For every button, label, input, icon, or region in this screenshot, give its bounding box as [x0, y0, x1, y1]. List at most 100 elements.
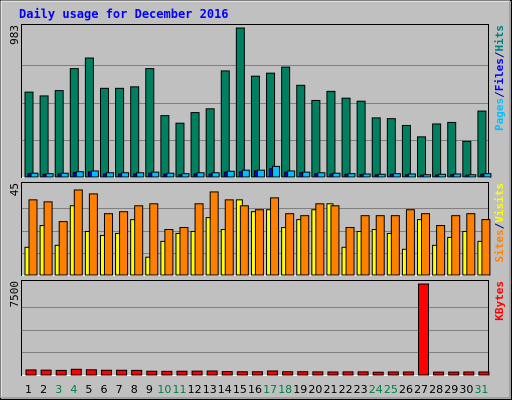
bar-kbytes-day-5 [85, 369, 97, 376]
x-tick-label-21: 21 [323, 383, 337, 396]
bar-sites-day-19 [300, 215, 310, 276]
bar-kbytes-day-14 [221, 371, 233, 376]
bar-kbytes-day-29 [448, 371, 460, 376]
bar-pages-day-27 [423, 174, 432, 178]
x-tick-label-18: 18 [278, 383, 292, 396]
bar-sites-day-22 [345, 227, 355, 276]
bar-sites-day-15 [239, 205, 249, 276]
bar-pages-day-1 [30, 172, 39, 178]
bar-hits-day-2 [39, 95, 49, 178]
bar-kbytes-day-16 [251, 371, 263, 376]
bar-kbytes-day-12 [191, 370, 203, 376]
bar-sites-day-9 [149, 203, 159, 276]
bar-sites-day-30 [466, 213, 476, 276]
bar-pages-day-12 [196, 172, 205, 178]
bar-sites-day-5 [88, 193, 98, 276]
bar-pages-day-31 [483, 173, 492, 178]
legend-entry-pages: Pages [493, 98, 506, 131]
bar-hits-day-27 [417, 136, 427, 178]
bar-pages-day-18 [287, 170, 296, 178]
x-tick-label-7: 7 [116, 383, 123, 396]
bar-sites-day-28 [436, 225, 446, 276]
bar-sites-day-12 [194, 203, 204, 276]
x-tick-label-15: 15 [233, 383, 247, 396]
x-tick-label-27: 27 [414, 383, 428, 396]
x-tick-label-20: 20 [308, 383, 322, 396]
bar-kbytes-day-19 [297, 371, 309, 376]
bar-sites-day-23 [360, 215, 370, 276]
bar-kbytes-day-26 [402, 371, 414, 376]
bar-kbytes-day-11 [176, 370, 188, 376]
bar-kbytes-day-20 [312, 371, 324, 376]
bar-pages-day-30 [468, 174, 477, 178]
bar-kbytes-day-18 [282, 371, 294, 376]
x-tick-label-28: 28 [429, 383, 443, 396]
bar-hits-day-6 [99, 87, 109, 178]
bar-pages-day-4 [75, 171, 84, 178]
bar-hits-day-24 [371, 117, 381, 178]
x-tick-label-24: 24 [369, 383, 383, 396]
x-tick-label-4: 4 [70, 383, 77, 396]
bar-kbytes-day-6 [100, 369, 112, 376]
bar-pages-day-3 [60, 172, 69, 178]
bar-kbytes-day-23 [357, 371, 369, 376]
x-tick-label-1: 1 [25, 383, 32, 396]
panel-visits-ymax-label: 45 [8, 183, 21, 196]
x-tick-label-11: 11 [173, 383, 187, 396]
bar-sites-day-27 [421, 213, 431, 276]
bar-pages-day-15 [241, 169, 250, 178]
bar-hits-day-31 [477, 110, 487, 178]
panel-kbytes-bars [25, 283, 490, 376]
bar-hits-day-22 [341, 97, 351, 178]
legend-entry-hits: Hits [493, 25, 506, 52]
bar-sites-day-14 [224, 199, 234, 276]
bar-hits-day-16 [250, 75, 260, 178]
x-tick-label-14: 14 [218, 383, 232, 396]
bar-kbytes-day-17 [267, 370, 279, 376]
x-tick-label-19: 19 [293, 383, 307, 396]
bar-pages-day-16 [256, 169, 265, 178]
bar-kbytes-day-8 [131, 369, 143, 376]
bar-pages-day-2 [45, 173, 54, 178]
bar-pages-day-14 [226, 170, 235, 178]
bar-pages-day-21 [332, 172, 341, 178]
bar-kbytes-day-24 [372, 371, 384, 376]
legend-entry-visits: Visits [493, 183, 506, 223]
panel-visits: 45 Sites/Visits [8, 182, 506, 276]
bar-hits-day-18 [281, 66, 291, 178]
panel-kbytes-ymax-label: 7500 [8, 281, 21, 308]
bar-hits-day-11 [175, 122, 185, 178]
panel-visits-legend: Sites/Visits [493, 183, 506, 263]
bar-pages-day-13 [211, 172, 220, 178]
x-tick-label-17: 17 [263, 383, 277, 396]
bar-hits-day-10 [160, 115, 170, 178]
x-tick-label-26: 26 [399, 383, 413, 396]
bar-kbytes-day-13 [206, 370, 218, 376]
bar-sites-day-4 [73, 189, 83, 276]
bar-kbytes-day-4 [70, 368, 82, 376]
chart-title: Daily usage for December 2016 [19, 7, 229, 21]
bar-sites-day-24 [375, 215, 385, 276]
bar-sites-day-26 [405, 209, 415, 276]
x-axis-labels: 1 2 3 4 5 6 7 8 9 10 11 12 13 14 15 16 17 18 19 20 21 22 23 24 2… [25, 383, 488, 396]
bar-sites-day-10 [164, 229, 174, 276]
bar-hits-day-20 [311, 99, 321, 178]
bar-sites-day-13 [209, 191, 219, 276]
bar-kbytes-day-2 [40, 369, 52, 376]
bar-sites-day-20 [315, 203, 325, 276]
bar-hits-day-15 [235, 27, 245, 178]
bar-pages-day-10 [166, 172, 175, 178]
legend-entry-files: Files [493, 58, 506, 91]
bar-pages-day-20 [317, 172, 326, 178]
bar-hits-day-28 [432, 123, 442, 178]
x-tick-label-22: 22 [339, 383, 353, 396]
bar-hits-day-14 [220, 70, 230, 178]
x-tick-label-29: 29 [444, 383, 458, 396]
bar-hits-day-23 [356, 100, 366, 178]
bar-kbytes-day-27 [418, 283, 430, 376]
bar-pages-day-6 [105, 172, 114, 178]
panel-hits-bars [24, 27, 492, 178]
panel-hits-ymax-label: 983 [8, 25, 21, 45]
bar-pages-day-5 [90, 170, 99, 178]
bar-pages-day-7 [121, 172, 130, 178]
